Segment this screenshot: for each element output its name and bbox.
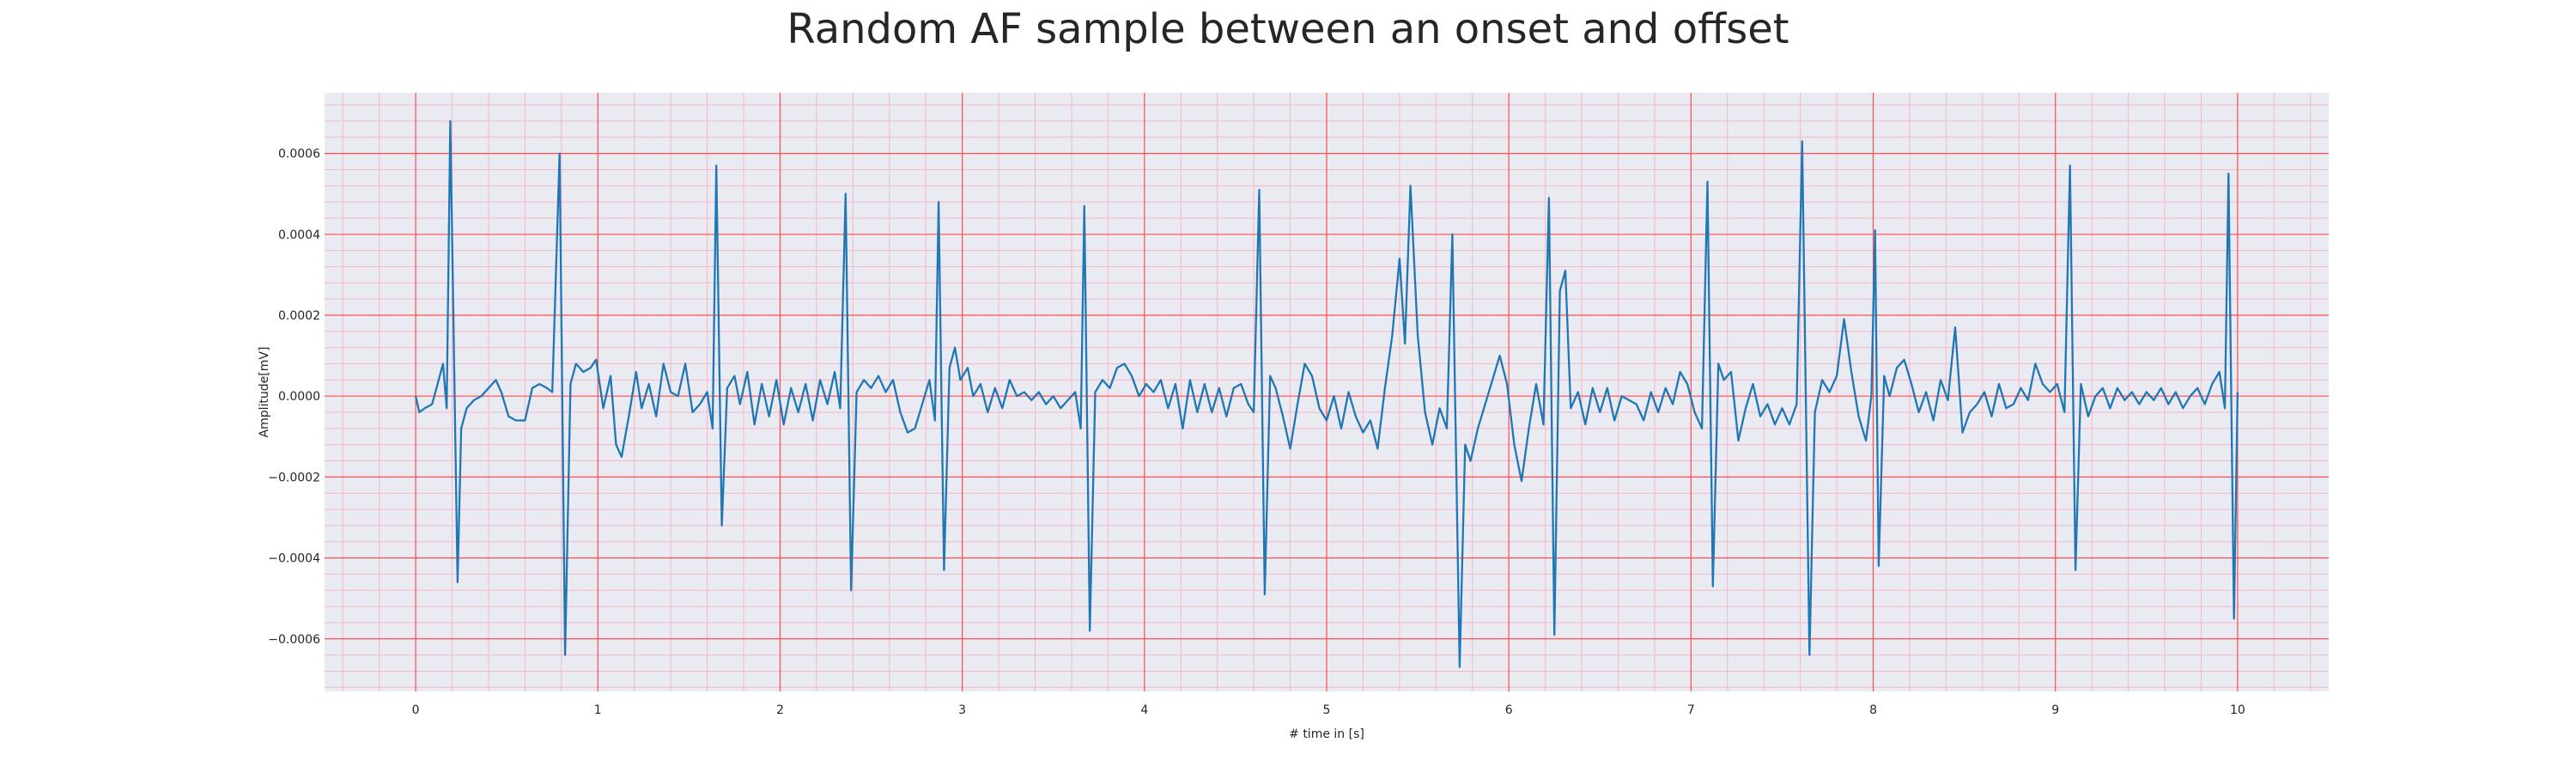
major-grid (325, 93, 2329, 691)
x-tick-label: 10 (2230, 703, 2245, 717)
series-layer (414, 119, 2239, 668)
x-tick-label: 5 (1323, 703, 1331, 717)
chart-title: Random AF sample between an onset and of… (787, 5, 1789, 53)
x-tick-label: 6 (1505, 703, 1513, 717)
y-tick-label: −0.0004 (268, 552, 320, 566)
y-tick-label: −0.0002 (268, 471, 320, 484)
y-tick-label: 0.0004 (278, 228, 320, 242)
x-tick-label: 9 (2051, 703, 2059, 717)
x-tick-label: 2 (776, 703, 784, 717)
y-tick-label: 0.0002 (278, 309, 320, 323)
y-tick-label: −0.0006 (268, 633, 320, 647)
x-tick-label: 8 (1869, 703, 1877, 717)
y-tick-label: 0.0006 (278, 148, 320, 161)
ecg-series-line (414, 119, 2239, 668)
x-tick-label: 4 (1140, 703, 1148, 717)
y-tick-label: 0.0000 (278, 390, 320, 404)
x-axis-ticks: 0 1 2 3 4 5 6 7 8 9 10 (412, 703, 2245, 717)
x-tick-label: 7 (1687, 703, 1695, 717)
y-axis-label: Amplitude[mV] (258, 347, 271, 438)
x-tick-label: 3 (958, 703, 966, 717)
x-tick-label: 1 (594, 703, 602, 717)
x-axis-label: # time in [s] (1289, 727, 1364, 741)
x-tick-label: 0 (412, 703, 420, 717)
y-axis-ticks: −0.0006 −0.0004 −0.0002 0.0000 0.0002 0.0004 0… (268, 148, 320, 647)
